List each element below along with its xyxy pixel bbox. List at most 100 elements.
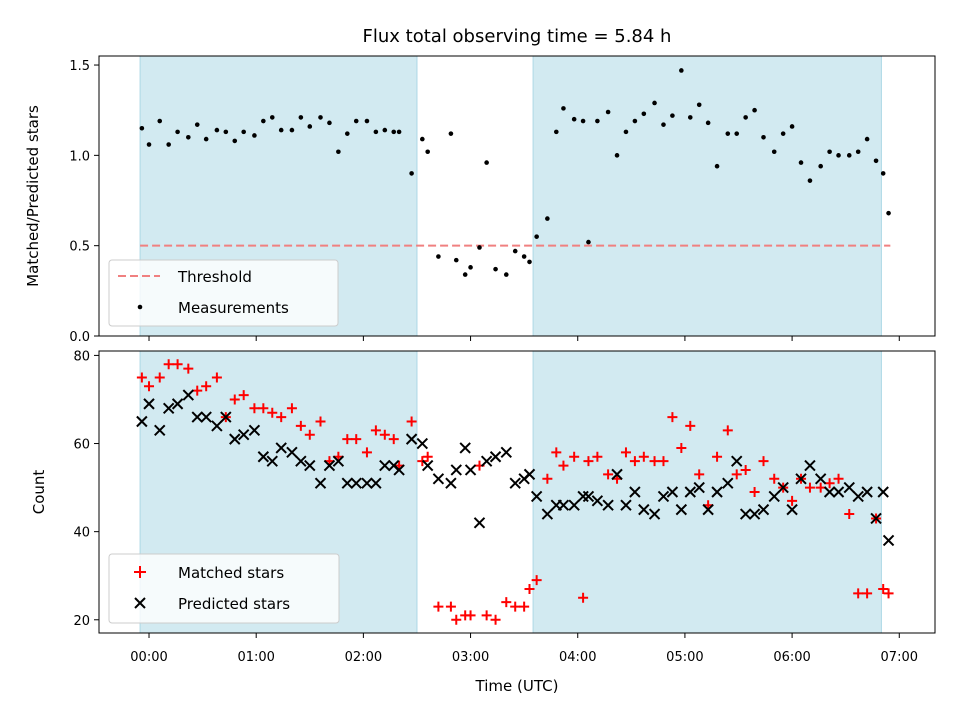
measurement-point bbox=[194, 122, 200, 127]
matched-star-point bbox=[315, 416, 326, 427]
bottom-y-tick-label: 40 bbox=[73, 526, 90, 541]
measurement-point bbox=[561, 106, 566, 111]
matched-star-point bbox=[422, 451, 433, 462]
measurement-point bbox=[327, 120, 332, 126]
matched-star-point bbox=[694, 469, 705, 480]
measurement-point bbox=[396, 129, 402, 135]
bottom-y-ticks: 20 40 60 80 bbox=[73, 349, 99, 629]
matched-star-point bbox=[286, 403, 297, 414]
measurement-point bbox=[696, 102, 702, 108]
measurement-point bbox=[420, 136, 425, 142]
matched-star-point bbox=[172, 359, 183, 370]
predicted-star-point bbox=[370, 477, 382, 489]
measurement-point bbox=[425, 149, 430, 155]
predicted-star-point bbox=[657, 490, 670, 503]
measurement-point bbox=[436, 254, 441, 259]
measurements-points bbox=[139, 68, 891, 277]
measurement-point bbox=[771, 149, 777, 155]
predicted-star-point bbox=[405, 433, 418, 445]
matched-star-point bbox=[238, 390, 249, 401]
matched-star-point bbox=[603, 469, 614, 480]
bottom-y-tick-label: 20 bbox=[73, 614, 90, 629]
predicted-star-point bbox=[445, 477, 457, 489]
x-axis-label: Time (UTC) bbox=[475, 677, 559, 695]
measurement-point bbox=[807, 178, 813, 183]
bottom-x-ticks: 00:00 01:00 02:00 03:00 04:00 05:00 06:00 07:00 bbox=[130, 633, 918, 665]
predicted-star-point bbox=[257, 451, 270, 463]
measurement-point bbox=[836, 153, 841, 158]
x-tick-label: 04:00 bbox=[559, 650, 596, 665]
top-y-ticks: 0.0 0.5 1.0 1.5 bbox=[69, 59, 99, 345]
predicted-star-point bbox=[248, 424, 261, 437]
predicted-star-point bbox=[136, 415, 148, 428]
measurement-point bbox=[175, 129, 180, 135]
matched-star-point bbox=[883, 588, 894, 599]
measurement-point bbox=[503, 272, 509, 277]
predicted-star-point bbox=[832, 486, 845, 498]
predicted-star-point bbox=[304, 459, 316, 472]
measurement-point bbox=[553, 129, 559, 135]
matched-star-point bbox=[685, 420, 696, 431]
measurement-point bbox=[382, 127, 388, 133]
top-panel: 0.0 0.5 1.0 1.5 Matched/Predicted stars Thr… bbox=[24, 55, 936, 345]
predicted-star-point bbox=[684, 486, 696, 498]
matched-star-point bbox=[722, 425, 733, 436]
bottom-legend-box bbox=[108, 553, 340, 624]
predicted-star-point bbox=[480, 455, 493, 467]
measurement-point bbox=[614, 153, 620, 158]
measurement-point bbox=[373, 129, 379, 135]
predicted-star-point bbox=[611, 468, 623, 481]
measurement-point bbox=[641, 111, 647, 117]
measurement-point bbox=[687, 115, 693, 120]
matched-star-point bbox=[578, 592, 589, 603]
predicted-star-point bbox=[541, 508, 554, 520]
predicted-star-point bbox=[220, 411, 232, 423]
predicted-star-point bbox=[814, 473, 827, 485]
measurement-point bbox=[252, 133, 257, 138]
top-x-ticks bbox=[148, 336, 900, 341]
predicted-star-point bbox=[620, 499, 632, 511]
measurement-point bbox=[752, 107, 757, 113]
matched-star-point bbox=[658, 456, 669, 467]
matched-star-point bbox=[192, 385, 203, 396]
predicted-star-point bbox=[739, 508, 752, 520]
bottom-y-axis-label: Count bbox=[30, 470, 48, 515]
predicted-star-point bbox=[489, 451, 502, 463]
measurement-point bbox=[512, 248, 518, 254]
measurement-point bbox=[670, 113, 675, 118]
matched-star-point bbox=[510, 601, 521, 612]
measurement-point bbox=[527, 259, 532, 265]
predicted-star-point bbox=[314, 477, 327, 489]
predicted-star-point bbox=[275, 442, 287, 454]
predicted-star-point bbox=[638, 503, 650, 516]
top-y-tick-label: 0.5 bbox=[69, 240, 90, 255]
predicted-star-point bbox=[473, 517, 486, 529]
matched-star-point bbox=[154, 372, 165, 383]
measurement-point bbox=[743, 115, 748, 120]
measurement-point bbox=[623, 129, 629, 135]
matched-star-point bbox=[542, 473, 553, 484]
matched-star-point bbox=[501, 597, 512, 608]
matched-star-point bbox=[804, 482, 815, 493]
measurement-point bbox=[241, 129, 246, 135]
matched-star-point bbox=[490, 614, 501, 625]
measurement-point bbox=[214, 127, 220, 133]
matched-star-point bbox=[465, 610, 476, 621]
matched-star-point bbox=[451, 614, 462, 625]
predicted-star-point bbox=[823, 486, 836, 498]
measurement-point bbox=[409, 171, 414, 176]
matched-stars-points bbox=[136, 359, 894, 625]
predicted-star-point bbox=[143, 398, 155, 410]
measurement-point bbox=[679, 68, 684, 73]
predicted-star-point bbox=[861, 486, 873, 498]
matched-star-point bbox=[406, 416, 417, 427]
predicted-star-point bbox=[629, 486, 641, 498]
matched-star-point bbox=[620, 447, 631, 458]
measurement-point bbox=[336, 149, 341, 155]
measurement-point bbox=[146, 142, 152, 147]
predicted-star-point bbox=[530, 490, 543, 503]
top-y-axis-label: Matched/Predicted stars bbox=[24, 105, 42, 287]
matched-star-point bbox=[144, 381, 155, 392]
legend-measurements-swatch bbox=[137, 304, 143, 310]
matched-star-point bbox=[304, 429, 315, 440]
